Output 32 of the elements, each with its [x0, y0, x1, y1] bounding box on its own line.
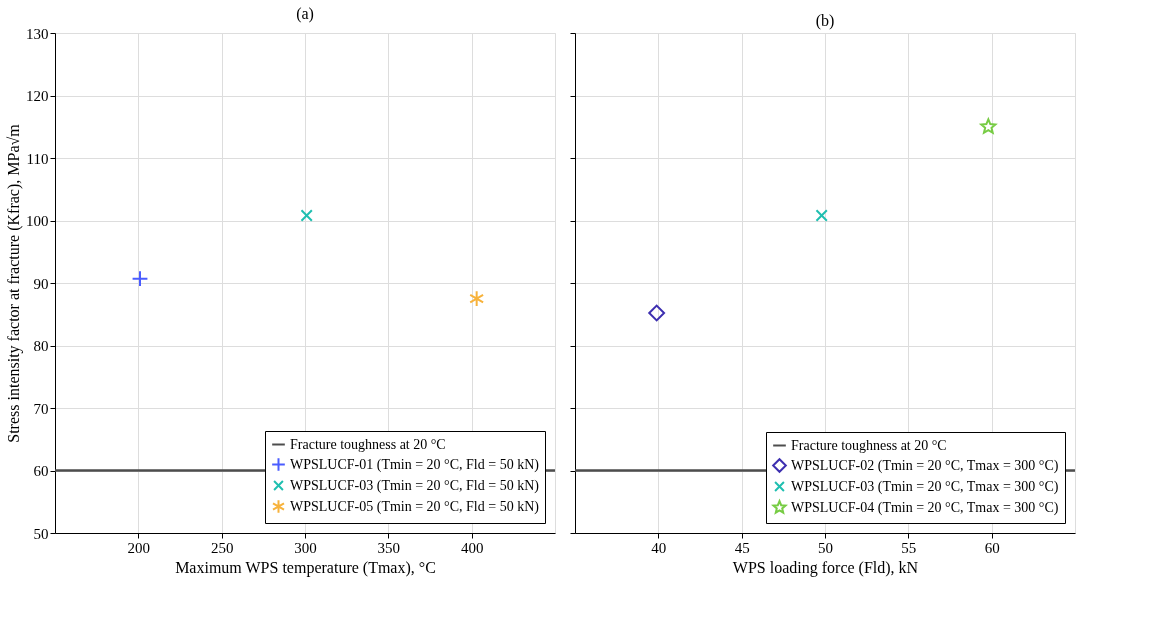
- x-tick-label: 250: [210, 539, 234, 556]
- legend-label: WPSLUCF-01 (Tmin = 20 °C, Fld = 50 kN): [290, 456, 540, 473]
- chart-title: (b): [815, 11, 835, 30]
- x-tick-label: 60: [984, 539, 1000, 556]
- legend-label: WPSLUCF-05 (Tmin = 20 °C, Fld = 50 kN): [290, 498, 540, 515]
- legend-label: WPSLUCF-04 (Tmin = 20 °C, Tmax = 300 °C): [791, 499, 1059, 516]
- legend-label: Fracture toughness at 20 °C: [791, 437, 947, 453]
- y-tick-label: 120: [26, 88, 49, 104]
- y-tick-label: 130: [26, 25, 49, 42]
- y-tick-label: 100: [26, 213, 49, 229]
- x-tick-label: 400: [460, 539, 484, 556]
- legend-label: WPSLUCF-03 (Tmin = 20 °C, Tmax = 300 °C): [791, 478, 1059, 495]
- y-tick-label: 80: [33, 338, 49, 354]
- legend-label: WPSLUCF-02 (Tmin = 20 °C, Tmax = 300 °C): [791, 457, 1059, 474]
- x-axis-title: WPS loading force (Fld), kN: [732, 558, 919, 577]
- chart-title: (a): [296, 5, 314, 23]
- x-tick-label: 300: [294, 539, 317, 556]
- x-axis-title: Maximum WPS temperature (Tmax), °C: [175, 558, 436, 577]
- y-tick-label: 70: [33, 400, 49, 417]
- y-tick-label: 90: [33, 275, 49, 292]
- legend-label: Fracture toughness at 20 °C: [290, 436, 446, 452]
- y-tick-label: 110: [26, 150, 49, 167]
- x-tick-label: 40: [651, 539, 667, 556]
- y-axis-title: Stress intensity factor at fracture (Kfrac), MPa√m: [5, 123, 23, 443]
- legend-label: WPSLUCF-03 (Tmin = 20 °C, Fld = 50 kN): [290, 477, 540, 494]
- y-tick-label: 50: [33, 525, 49, 542]
- x-tick-label: 50: [818, 539, 833, 556]
- x-tick-label: 55: [901, 539, 917, 556]
- x-tick-label: 45: [734, 539, 750, 556]
- x-tick-label: 200: [127, 539, 151, 556]
- y-tick-label: 60: [33, 463, 49, 479]
- x-tick-label: 350: [377, 539, 401, 556]
